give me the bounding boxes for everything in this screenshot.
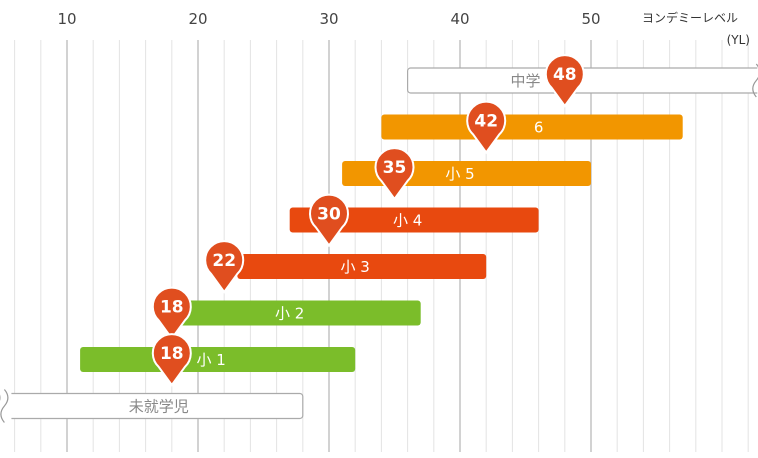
- level-pin: 18: [151, 333, 192, 387]
- pin-value: 48: [553, 65, 577, 85]
- axis-break-gap: [0, 389, 12, 423]
- level-pin: 48: [544, 54, 585, 108]
- pin-value: 18: [160, 344, 184, 364]
- bar-label: 小 5: [445, 165, 474, 183]
- pin-value: 30: [317, 205, 341, 225]
- pin-shape: [151, 286, 192, 341]
- x-tick-label: 20: [188, 10, 207, 28]
- x-tick-label: 50: [581, 10, 600, 28]
- axis-break-mark: [0, 389, 9, 423]
- pin-shape: [374, 147, 415, 201]
- pin-value: 22: [212, 251, 236, 271]
- level-pin: 35: [374, 147, 415, 201]
- pin-value: 35: [383, 158, 407, 178]
- pin-shape: [204, 240, 245, 294]
- pin-value: 42: [474, 112, 498, 132]
- bar-label: 小 1: [196, 351, 225, 369]
- bar-rect: [237, 254, 487, 279]
- x-axis-unit: (YL): [727, 33, 750, 47]
- x-axis-ticks: 10 20 30 40 50: [57, 10, 600, 28]
- grade-bar: 未就学児: [0, 389, 304, 423]
- level-pin: 18: [151, 286, 192, 341]
- bar-rect: [171, 300, 421, 326]
- bar-label: 小 2: [275, 305, 304, 323]
- grade-bar: 6: [381, 114, 683, 140]
- bar-label: 小 3: [341, 258, 370, 276]
- pin-value: 18: [160, 298, 184, 318]
- x-tick-label: 30: [319, 10, 338, 28]
- bar-rect: [80, 347, 356, 372]
- pin-shape: [151, 333, 192, 387]
- grade-bar: 小 3: [237, 254, 487, 279]
- bar-rect: [289, 207, 539, 233]
- grade-bar: 小 1: [80, 347, 356, 372]
- level-markers: 48 42 35 30 22 18 18: [151, 54, 585, 387]
- bar-label: 6: [534, 119, 544, 137]
- grade-bar: 小 2: [171, 300, 421, 326]
- pin-shape: [544, 54, 585, 108]
- x-tick-label: 10: [57, 10, 76, 28]
- grid-lines: [14, 40, 749, 452]
- bar-rect: [0, 392, 304, 420]
- level-pin: 30: [309, 193, 349, 248]
- axis-break-mark: [752, 63, 758, 98]
- level-pin: 22: [204, 240, 245, 294]
- x-axis-title: ヨンデミーレベル: [642, 10, 738, 25]
- bar-rect: [381, 114, 683, 140]
- bar-label: 未就学児: [129, 398, 189, 416]
- bar-label: 小 4: [393, 212, 422, 230]
- grade-bars: 中学 6 小 5 小 4 小 3 小 2 小 1 未就学児: [0, 63, 758, 423]
- pin-shape: [309, 193, 349, 248]
- grade-bar: 小 4: [289, 207, 539, 233]
- bar-label: 中学: [510, 72, 540, 90]
- level-pin: 42: [466, 100, 507, 155]
- pin-shape: [466, 100, 507, 155]
- x-tick-label: 40: [450, 10, 469, 28]
